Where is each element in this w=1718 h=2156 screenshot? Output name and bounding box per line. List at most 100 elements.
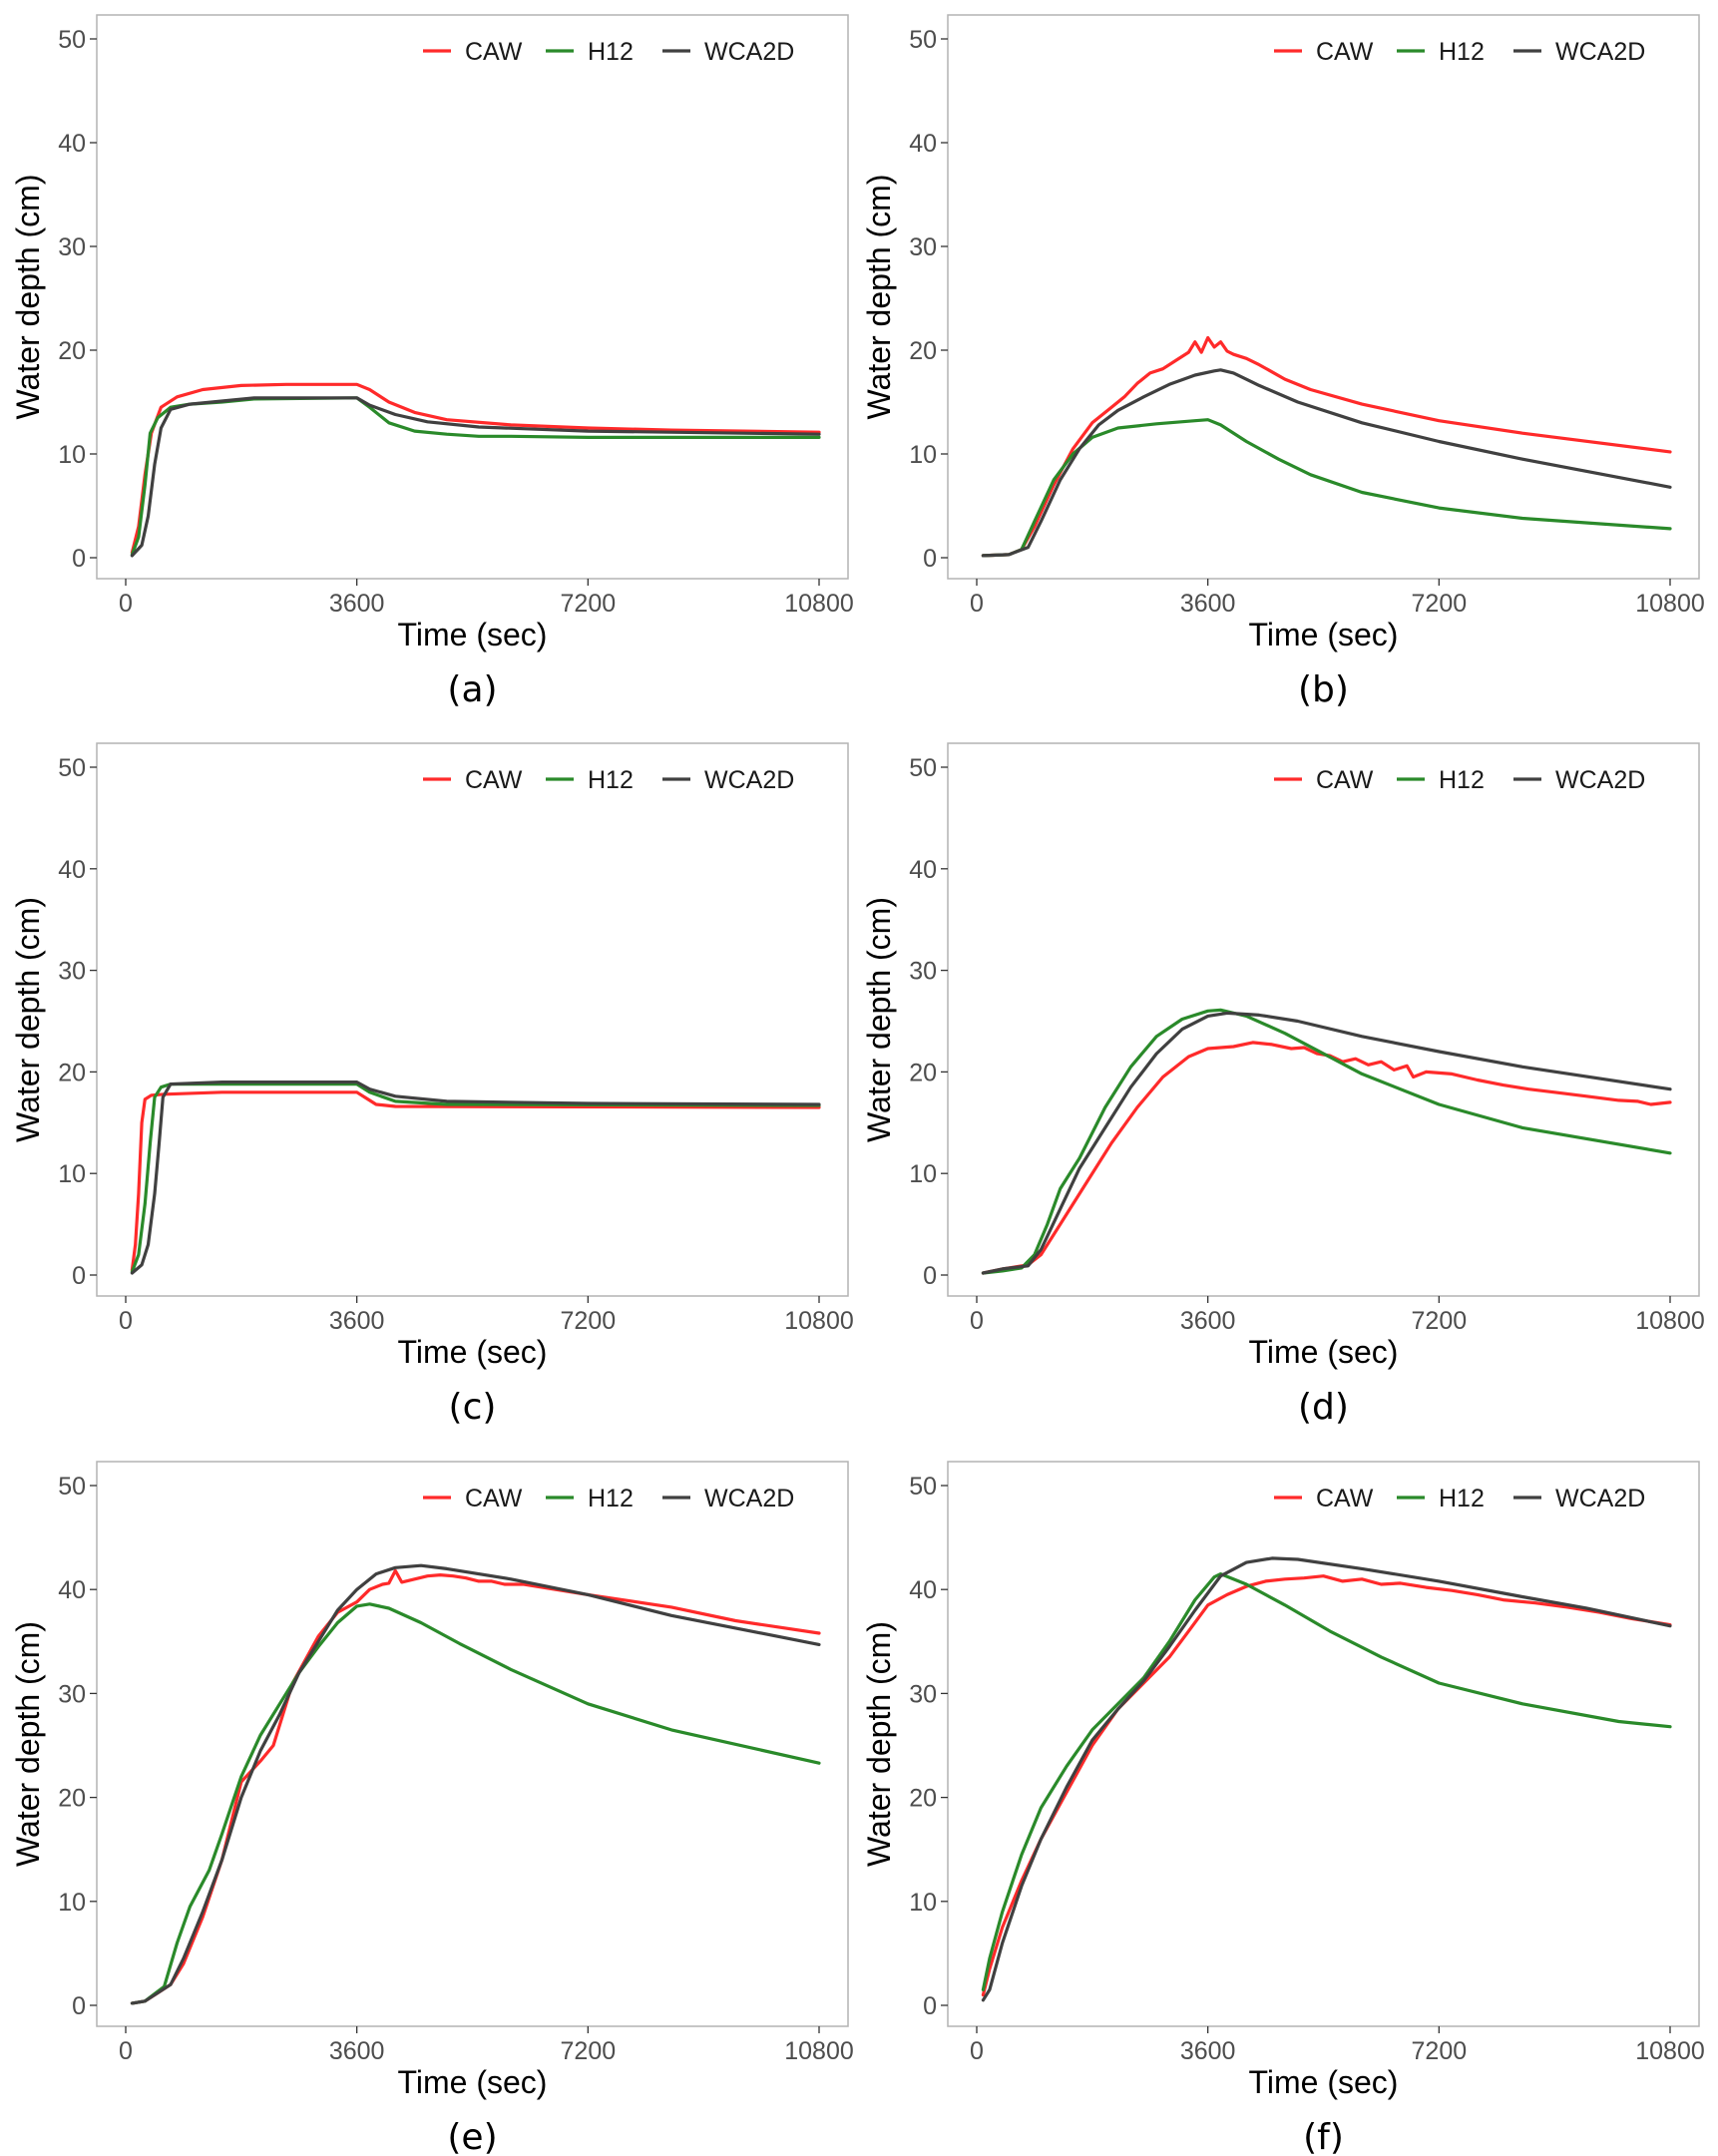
series-line-wca2d [130, 396, 821, 558]
y-tick-label: 50 [58, 1473, 86, 1501]
y-tick-label: 30 [909, 958, 937, 986]
legend-label-wca2d: WCA2D [1555, 766, 1645, 794]
x-axis-title: Time (sec) [398, 1334, 548, 1370]
series-line-h12 [981, 1008, 1672, 1275]
y-tick-label: 0 [72, 545, 86, 573]
y-tick-label: 40 [58, 130, 86, 158]
legend-label-caw: CAW [1316, 38, 1374, 66]
y-tick-label: 10 [909, 1889, 937, 1917]
x-tick-label: 10800 [784, 2037, 854, 2065]
y-axis-title: Water depth (cm) [861, 897, 897, 1142]
panel-a: 0 10 20 30 40 50 0 3600 7200 10800 Time (sec) Water… [10, 14, 854, 710]
y-axis-title: Water depth (cm) [10, 175, 46, 420]
legend-label-h12: H12 [588, 1485, 634, 1512]
y-tick-label: 50 [909, 1473, 937, 1501]
y-tick-label: 30 [58, 1680, 86, 1708]
x-tick-label: 0 [970, 590, 984, 618]
x-tick-label: 7200 [561, 1307, 617, 1335]
y-tick-label: 30 [909, 233, 937, 261]
panel-e: 0 10 20 30 40 50 0 3600 7200 10800 Time (sec) Water… [10, 1461, 854, 2156]
y-tick-label: 10 [909, 1160, 937, 1188]
x-tick-label: 3600 [1180, 2037, 1236, 2065]
y-tick-label: 40 [909, 856, 937, 884]
series-line-wca2d [130, 1563, 821, 2005]
x-tick-label: 10800 [1635, 2037, 1705, 2065]
panel-label: (a) [447, 669, 497, 710]
x-tick-label: 7200 [561, 590, 617, 618]
x-tick-label: 0 [970, 1307, 984, 1335]
x-axis-title: Time (sec) [1249, 2064, 1399, 2100]
x-tick-label: 3600 [329, 1307, 385, 1335]
panel-frame [947, 1461, 1700, 2027]
x-tick-label: 7200 [1412, 2037, 1468, 2065]
y-tick-label: 20 [909, 1785, 937, 1813]
legend-label-h12: H12 [588, 38, 634, 66]
x-tick-label: 0 [119, 2037, 133, 2065]
legend-label-h12: H12 [1439, 766, 1485, 794]
x-axis-title: Time (sec) [1249, 1334, 1399, 1370]
y-tick-label: 50 [58, 26, 86, 54]
y-tick-label: 30 [909, 1680, 937, 1708]
x-axis-title: Time (sec) [398, 617, 548, 652]
legend-label-wca2d: WCA2D [1555, 1485, 1645, 1512]
y-axis-title: Water depth (cm) [861, 175, 897, 420]
panel-label: (c) [449, 1387, 497, 1428]
panel-frame [947, 742, 1700, 1297]
y-axis-title: Water depth (cm) [10, 1621, 46, 1867]
x-tick-label: 7200 [561, 2037, 617, 2065]
legend-label-caw: CAW [1316, 1485, 1374, 1512]
x-axis-title: Time (sec) [398, 2064, 548, 2100]
series-line-caw [981, 1574, 1672, 1997]
y-tick-label: 40 [58, 856, 86, 884]
y-tick-label: 20 [58, 337, 86, 365]
y-tick-label: 30 [58, 233, 86, 261]
y-tick-label: 20 [909, 337, 937, 365]
legend-label-caw: CAW [465, 1485, 523, 1512]
x-axis-title: Time (sec) [1249, 617, 1399, 652]
legend-label-wca2d: WCA2D [704, 766, 794, 794]
x-tick-label: 3600 [329, 2037, 385, 2065]
y-tick-label: 10 [58, 441, 86, 469]
panel-b: 0 10 20 30 40 50 0 3600 7200 10800 Time (sec) Water… [861, 14, 1705, 710]
x-tick-label: 0 [970, 2037, 984, 2065]
y-tick-label: 50 [58, 754, 86, 782]
panel-frame [96, 14, 849, 580]
y-tick-label: 0 [72, 1992, 86, 2020]
x-tick-label: 3600 [1180, 590, 1236, 618]
panel-frame [947, 14, 1700, 580]
series-line-caw [981, 335, 1672, 558]
y-tick-label: 30 [58, 958, 86, 986]
panel-label: (d) [1298, 1387, 1349, 1428]
legend-label-caw: CAW [465, 766, 523, 794]
panel-f: 0 10 20 30 40 50 0 3600 7200 10800 Time (sec) Water… [861, 1461, 1705, 2156]
y-tick-label: 0 [923, 545, 937, 573]
series-line-wca2d [981, 1556, 1672, 2002]
panel-frame [96, 742, 849, 1297]
y-tick-label: 40 [909, 1576, 937, 1604]
x-tick-label: 10800 [1635, 590, 1705, 618]
series-line-wca2d [130, 1080, 821, 1275]
y-tick-label: 10 [58, 1160, 86, 1188]
legend-label-wca2d: WCA2D [1555, 38, 1645, 66]
series-line-h12 [981, 1572, 1672, 1991]
series-line-h12 [981, 418, 1672, 558]
legend-label-h12: H12 [1439, 38, 1485, 66]
x-tick-label: 10800 [784, 1307, 854, 1335]
x-tick-label: 7200 [1412, 1307, 1468, 1335]
y-axis-title: Water depth (cm) [861, 1621, 897, 1867]
x-tick-label: 0 [119, 1307, 133, 1335]
y-tick-label: 20 [58, 1059, 86, 1086]
x-tick-label: 10800 [1635, 1307, 1705, 1335]
y-tick-label: 50 [909, 26, 937, 54]
legend-label-caw: CAW [1316, 766, 1374, 794]
panel-c: 0 10 20 30 40 50 0 3600 7200 10800 Time (sec) Water… [10, 742, 854, 1428]
panel-label: (f) [1303, 2117, 1344, 2156]
legend-label-wca2d: WCA2D [704, 38, 794, 66]
y-tick-label: 50 [909, 754, 937, 782]
y-tick-label: 40 [909, 130, 937, 158]
y-axis-title: Water depth (cm) [10, 897, 46, 1142]
x-tick-label: 3600 [329, 590, 385, 618]
legend-label-wca2d: WCA2D [704, 1485, 794, 1512]
y-tick-label: 10 [58, 1889, 86, 1917]
